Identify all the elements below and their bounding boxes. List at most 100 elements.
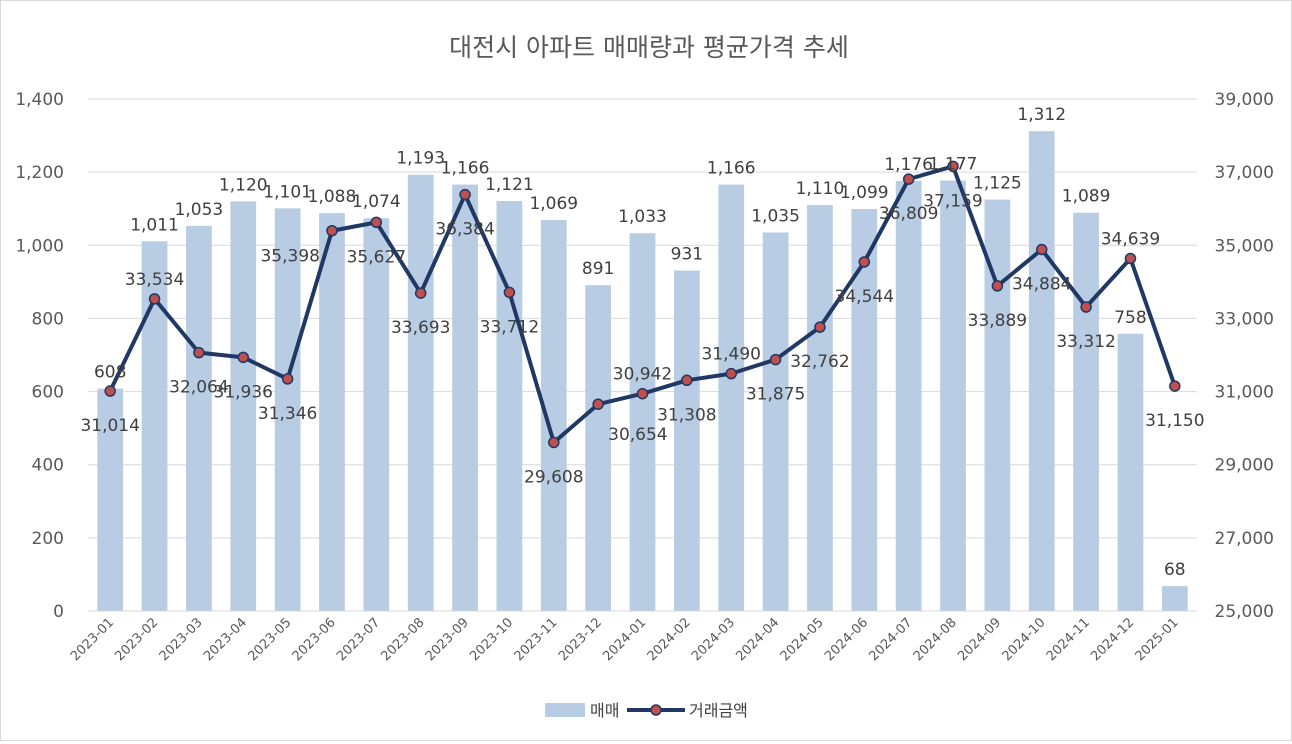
bar: [673, 270, 700, 611]
x-tick-label: 2025-01: [1133, 615, 1182, 664]
x-tick-label: 2024-04: [733, 615, 782, 664]
bar-data-label: 931: [671, 245, 703, 265]
y-left-tick-label: 200: [32, 529, 64, 549]
bar-data-label: 1,011: [130, 215, 179, 235]
line-data-label: 31,014: [80, 416, 139, 436]
bar-data-label: 1,033: [618, 207, 667, 227]
x-tick-label: 2023-11: [512, 615, 561, 664]
x-tick-label: 2023-10: [467, 615, 516, 664]
y-left-tick-label: 800: [32, 309, 64, 329]
x-tick-label: 2024-08: [911, 615, 960, 664]
legend-label-line: 거래금액: [689, 701, 748, 720]
bar-data-label: 1,166: [707, 159, 756, 179]
line-data-label: 34,544: [835, 287, 894, 307]
legend-label-bar: 매매: [590, 701, 619, 720]
x-tick-label: 2023-12: [556, 615, 605, 664]
bar-data-label: 1,074: [352, 192, 401, 212]
line-data-label: 33,889: [968, 311, 1027, 331]
x-tick-label: 2024-10: [1000, 615, 1049, 664]
bar: [629, 233, 656, 611]
bar: [895, 180, 922, 612]
line-data-label: 36,384: [435, 220, 494, 240]
bar: [1073, 212, 1099, 612]
y-right-tick-label: 39,000: [1215, 90, 1274, 110]
bar-data-label: 1,176: [884, 155, 933, 175]
line-data-label: 33,712: [480, 317, 539, 337]
line-point: [1080, 301, 1092, 313]
line-data-label: 30,942: [613, 365, 672, 385]
line-data-label: 33,693: [391, 318, 450, 338]
y-right-tick-label: 35,000: [1215, 236, 1274, 256]
bar: [762, 232, 789, 611]
x-tick-label: 2023-04: [201, 615, 250, 664]
bar: [807, 205, 833, 612]
bar-data-label: 891: [582, 259, 614, 279]
y-right-tick-label: 27,000: [1215, 529, 1274, 549]
line-data-label: 37,159: [923, 191, 982, 211]
bar-data-label: 1,088: [308, 187, 357, 207]
x-tick-label: 2023-03: [157, 615, 206, 664]
bar: [496, 201, 523, 611]
line-data-label: 35,398: [260, 247, 319, 267]
x-tick-label: 2024-12: [1088, 615, 1137, 664]
line-data-label: 31,308: [657, 405, 716, 425]
y-left-tick-label: 1,400: [15, 90, 64, 110]
line-point: [814, 321, 826, 333]
bar: [585, 285, 612, 611]
line-point: [636, 387, 649, 400]
line-data-label: 31,936: [214, 382, 273, 402]
bar: [1161, 586, 1188, 611]
line-point: [725, 367, 737, 380]
line-data-label: 31,875: [746, 385, 805, 405]
bar-data-label: 1,125: [973, 174, 1022, 194]
bar-data-label: 1,035: [751, 206, 800, 226]
line-point: [414, 287, 427, 299]
line-data-label: 31,490: [701, 345, 760, 365]
x-tick-label: 2024-02: [645, 615, 694, 664]
bar-data-label: 1,193: [396, 149, 445, 169]
line-point: [592, 398, 604, 410]
bar-data-label: 1,053: [175, 200, 224, 220]
bar: [319, 213, 345, 612]
bar-data-label: 608: [94, 363, 126, 383]
line-data-label: 33,312: [1056, 332, 1115, 352]
x-tick-label: 2023-05: [245, 615, 294, 664]
bar: [407, 174, 434, 611]
line-data-label: 32,762: [790, 352, 849, 372]
line-point: [991, 280, 1004, 292]
line-data-label: 36,809: [879, 204, 938, 224]
line-point: [1035, 243, 1048, 256]
y-left-tick-label: 400: [32, 456, 64, 476]
bar-data-label: 1,089: [1062, 187, 1111, 207]
x-tick-label: 2024-05: [778, 615, 827, 664]
line-point: [769, 353, 782, 366]
chart-title: 대전시 아파트 매매량과 평균가격 추세: [449, 33, 849, 62]
y-left-tick-label: 600: [32, 383, 64, 403]
x-tick-label: 2024-09: [955, 615, 1004, 664]
line-data-label: 31,346: [258, 404, 317, 424]
x-tick-label: 2023-06: [290, 615, 339, 664]
bar-data-label: 1,177: [929, 155, 978, 175]
bar-data-label: 68: [1164, 560, 1186, 580]
line-point: [1124, 252, 1137, 265]
x-tick-label: 2023-07: [334, 615, 383, 664]
y-right-tick-label: 37,000: [1215, 163, 1274, 183]
bar-data-label: 1,110: [796, 179, 845, 199]
line-point: [148, 293, 161, 305]
bar: [1117, 333, 1144, 611]
x-tick-label: 2024-03: [689, 615, 738, 664]
bar-data-label: 1,312: [1017, 105, 1066, 125]
line-data-label: 35,627: [347, 247, 406, 267]
line-point: [459, 188, 471, 201]
line-data-label: 31,150: [1145, 411, 1204, 431]
line-data-label: 29,608: [524, 467, 583, 487]
y-right-tick-label: 25,000: [1215, 602, 1274, 622]
legend-marker: [650, 704, 662, 716]
y-right-tick-label: 29,000: [1215, 456, 1274, 476]
line-point: [902, 173, 915, 185]
legend-swatch-bar: [545, 703, 585, 717]
line-point: [858, 256, 871, 268]
bar: [363, 218, 390, 612]
x-tick-label: 2024-07: [866, 615, 915, 664]
